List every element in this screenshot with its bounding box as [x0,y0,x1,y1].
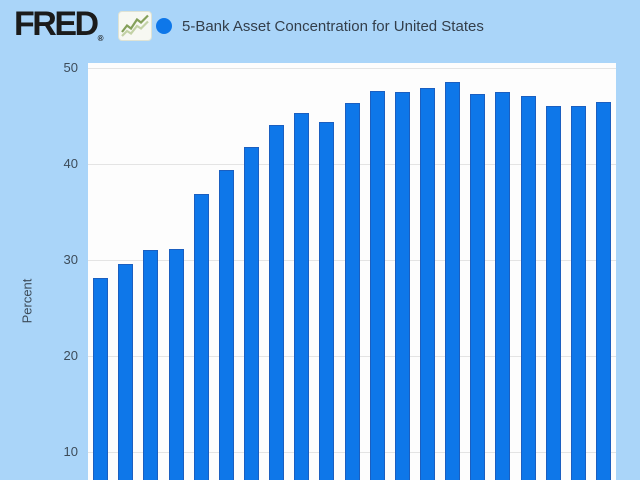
legend-item[interactable]: 5-Bank Asset Concentration for United St… [156,10,484,42]
fred-logo: FRED® [14,6,103,57]
series-marker-icon [156,18,172,34]
y-tick-label: 20 [63,348,78,363]
y-tick-label: 50 [63,60,78,75]
bar[interactable] [344,102,360,480]
registered-trademark: ® [97,34,104,43]
bar[interactable] [445,82,461,480]
chart-header: FRED® 5-Bank Asset Concentration for Uni… [0,0,640,52]
y-tick-label: 40 [63,156,78,171]
gridline [88,68,616,69]
bar[interactable] [520,95,536,480]
y-axis-title: Percent [19,278,35,324]
bar[interactable] [545,106,561,480]
bar[interactable] [319,121,335,480]
bar[interactable] [294,113,310,480]
bar[interactable] [495,92,511,480]
bar[interactable] [168,249,184,480]
bar[interactable] [570,106,586,480]
fred-logo-text: FRED [14,5,99,43]
bar[interactable] [143,250,159,480]
bar[interactable] [193,193,209,480]
line-chart-icon [118,11,152,41]
plot-area [88,63,616,480]
y-tick-label: 30 [63,252,78,267]
bar[interactable] [470,93,486,480]
bar[interactable] [595,101,611,480]
bar[interactable] [369,91,385,480]
bar[interactable] [269,124,285,480]
bar[interactable] [394,92,410,480]
bar[interactable] [118,263,134,480]
bar[interactable] [218,169,234,480]
bar[interactable] [93,278,109,480]
bar[interactable] [243,146,259,480]
bar[interactable] [419,88,435,480]
y-tick-label: 10 [63,444,78,459]
series-title: 5-Bank Asset Concentration for United St… [182,17,484,35]
